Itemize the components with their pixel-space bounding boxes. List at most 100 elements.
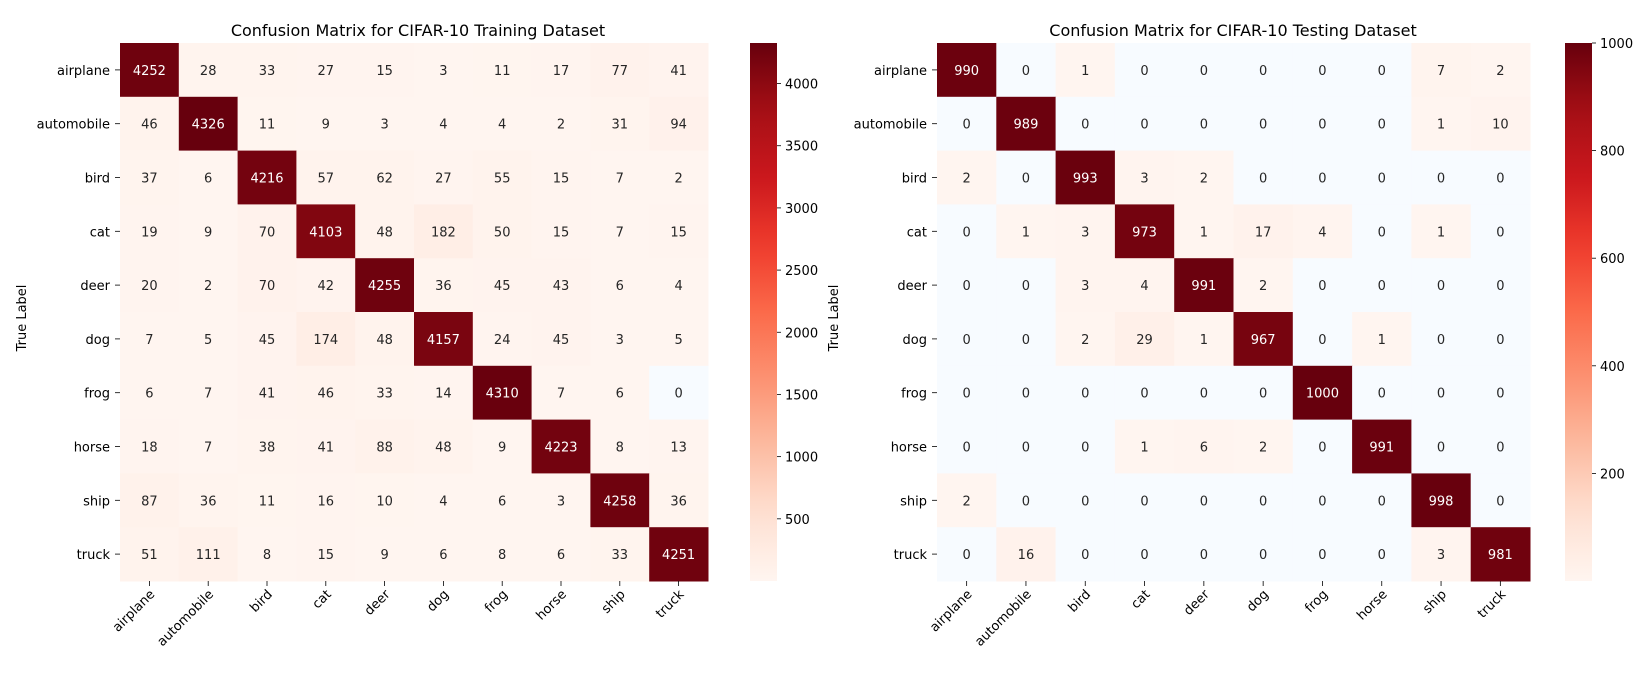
heatmap-cell: [531, 365, 591, 421]
heatmap-cell: [937, 365, 997, 421]
cell-value-label: 2: [1496, 64, 1504, 79]
heatmap-cell: [1411, 204, 1472, 259]
cell-value-label: 20: [141, 279, 158, 294]
chart-title: Confusion Matrix for CIFAR-10 Testing Da…: [1049, 21, 1416, 40]
heatmap-cell: [237, 96, 297, 152]
cell-value-label: 2: [674, 172, 682, 187]
cell-value-label: 3: [557, 494, 565, 509]
heatmap-cell: [531, 43, 591, 98]
cell-value-label: 0: [1140, 64, 1148, 79]
heatmap-cell: [590, 204, 650, 259]
heatmap-cell: [1411, 43, 1472, 98]
heatmap-cell: [355, 527, 415, 582]
y-tick-label: cat: [907, 225, 927, 240]
cell-value-label: 0: [1378, 387, 1386, 402]
heatmap-cell: [237, 365, 297, 421]
heatmap-cell: [1174, 365, 1234, 421]
heatmap-cell: [937, 43, 997, 98]
heatmap-cell: [414, 150, 474, 205]
heatmap-cell: [937, 150, 997, 205]
cell-value-label: 991: [1191, 279, 1216, 294]
heatmap-cell: [296, 419, 356, 474]
cell-value-label: 13: [670, 441, 687, 456]
cell-value-label: 0: [1200, 548, 1208, 563]
cell-value-label: 0: [1081, 494, 1089, 509]
cell-value-label: 88: [376, 441, 393, 456]
cell-value-label: 4: [1140, 279, 1148, 294]
heatmap-cell: [355, 43, 415, 98]
cell-value-label: 62: [376, 172, 393, 187]
cell-value-label: 2: [204, 279, 212, 294]
cell-value-label: 967: [1251, 333, 1276, 348]
cell-value-label: 0: [1140, 494, 1148, 509]
x-tick-label: dog: [1244, 587, 1272, 615]
heatmap-cell: [1055, 43, 1116, 98]
heatmap-cell: [355, 365, 415, 421]
cell-value-label: 15: [553, 225, 570, 240]
cell-value-label: 15: [376, 64, 393, 79]
heatmap-cell: [1292, 419, 1353, 474]
heatmap-cell: [1233, 312, 1294, 367]
training-confusion-matrix: Confusion Matrix for CIFAR-10 Training D…: [15, 21, 818, 650]
cell-value-label: 4: [674, 279, 682, 294]
cell-value-label: 0: [1259, 494, 1267, 509]
heatmap-cell: [414, 312, 474, 367]
heatmap-cell: [649, 258, 709, 313]
heatmap-cell: [120, 527, 180, 582]
heatmap-cell: [414, 204, 474, 259]
cell-value-label: 15: [318, 548, 335, 563]
cell-value-label: 43: [553, 279, 570, 294]
heatmap-cell: [472, 96, 533, 152]
cell-value-label: 0: [1437, 333, 1445, 348]
heatmap-cell: [1470, 150, 1531, 205]
cell-value-label: 48: [376, 225, 393, 240]
cell-value-label: 0: [1259, 172, 1267, 187]
heatmap-cell: [1233, 419, 1294, 474]
heatmap-cell: [178, 419, 239, 474]
heatmap-cell: [1055, 96, 1116, 152]
cell-value-label: 17: [1255, 225, 1272, 240]
cell-value-label: 989: [1014, 118, 1039, 133]
heatmap-cell: [1352, 96, 1412, 152]
cell-value-label: 5: [204, 333, 212, 348]
cell-value-label: 51: [141, 548, 158, 563]
cell-value-label: 37: [141, 172, 158, 187]
heatmap-cell: [937, 204, 997, 259]
heatmap-cell: [120, 365, 180, 421]
heatmap-cell: [178, 204, 239, 259]
heatmap-cell: [120, 312, 180, 367]
cell-value-label: 111: [196, 548, 221, 563]
cell-value-label: 4103: [309, 225, 342, 240]
cell-value-label: 1: [1378, 333, 1386, 348]
x-tick-label: deer: [362, 587, 394, 619]
cell-value-label: 0: [1318, 279, 1326, 294]
cell-value-label: 15: [553, 172, 570, 187]
heatmap-cell: [996, 527, 1057, 582]
heatmap-cell: [649, 96, 709, 152]
heatmap-cell: [590, 43, 650, 98]
cell-value-label: 0: [1318, 548, 1326, 563]
colorbar-tick-label: 2000: [785, 326, 818, 341]
cell-value-label: 0: [1022, 387, 1030, 402]
colorbar-tick-label: 600: [1600, 252, 1625, 267]
cell-value-label: 48: [376, 333, 393, 348]
heatmap-cell: [1055, 150, 1116, 205]
cell-value-label: 6: [498, 494, 506, 509]
heatmap-cell: [1470, 473, 1531, 528]
heatmap-cell: [1174, 473, 1234, 528]
cell-value-label: 16: [318, 494, 335, 509]
y-tick-label: ship: [900, 494, 927, 509]
heatmap-cell: [355, 96, 415, 152]
colorbar-tick-label: 200: [1600, 467, 1625, 482]
heatmap-cell: [414, 96, 474, 152]
cell-value-label: 7: [204, 441, 212, 456]
cell-value-label: 0: [1437, 387, 1445, 402]
cell-value-label: 6: [1200, 441, 1208, 456]
cell-value-label: 1: [1200, 225, 1208, 240]
heatmap-cell: [1411, 473, 1472, 528]
colorbar-tick-label: 400: [1600, 360, 1625, 375]
heatmap-cell: [1055, 365, 1116, 421]
cell-value-label: 0: [1496, 225, 1504, 240]
heatmap-cell: [1411, 96, 1472, 152]
cell-value-label: 0: [1496, 494, 1504, 509]
